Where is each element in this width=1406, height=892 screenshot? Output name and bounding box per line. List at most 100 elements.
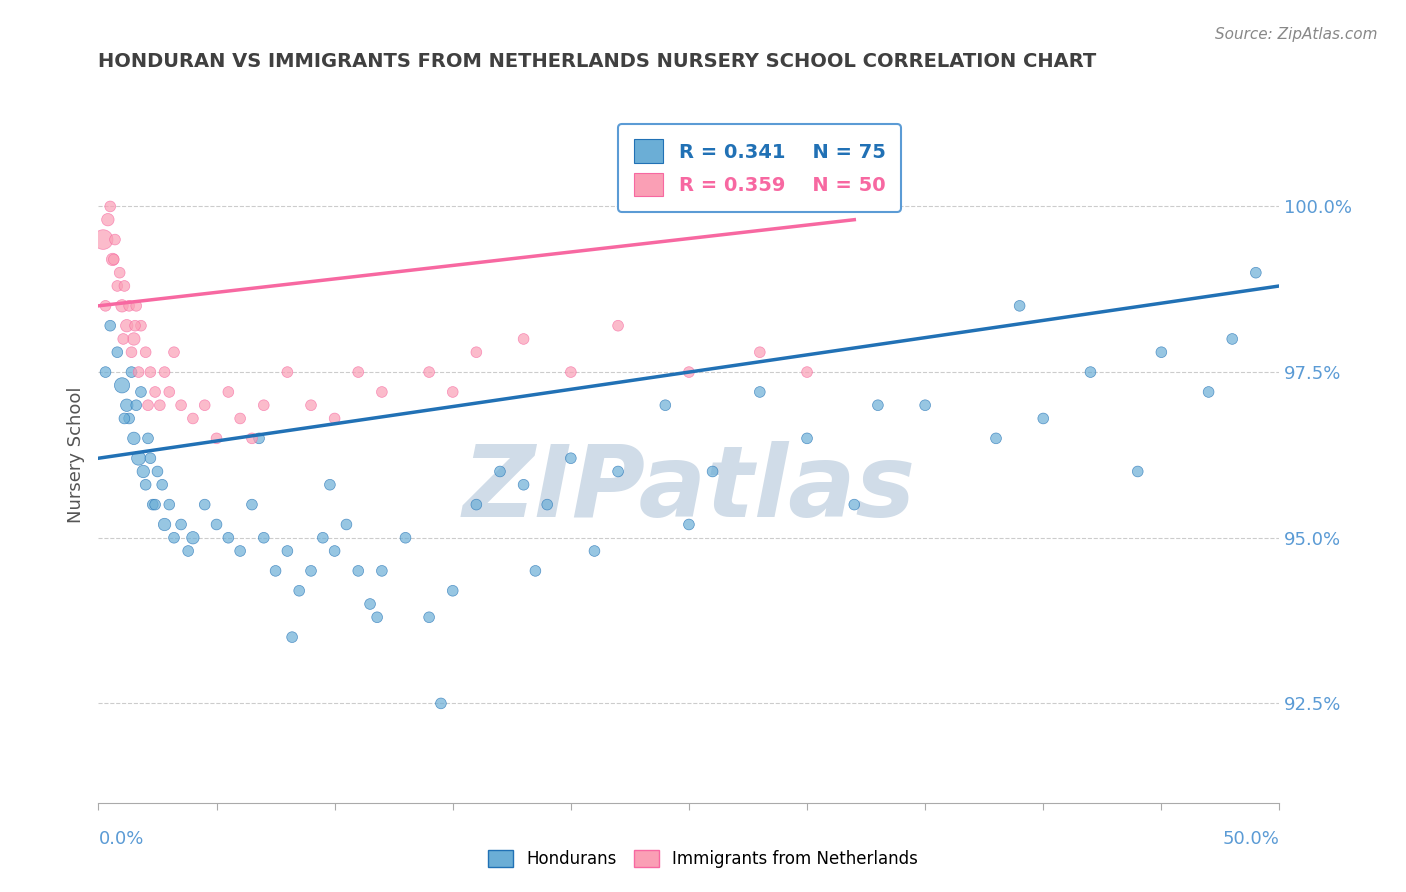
Point — [489, 465, 512, 479]
Point — [678, 517, 700, 532]
Point — [153, 365, 176, 379]
Point — [94, 299, 117, 313]
Point — [702, 465, 724, 479]
Point — [748, 345, 770, 359]
Point — [1008, 299, 1031, 313]
Point — [465, 345, 488, 359]
Point — [129, 318, 152, 333]
Point — [366, 610, 388, 624]
Point — [1220, 332, 1243, 346]
Point — [299, 398, 322, 412]
Point — [143, 498, 166, 512]
Point — [105, 345, 128, 359]
Point — [430, 697, 453, 711]
Point — [125, 398, 148, 412]
Point — [103, 252, 125, 267]
Point — [97, 212, 120, 227]
Point — [181, 531, 204, 545]
Point — [112, 279, 135, 293]
Legend: Hondurans, Immigrants from Netherlands: Hondurans, Immigrants from Netherlands — [481, 843, 925, 875]
Point — [347, 564, 370, 578]
Point — [984, 431, 1007, 445]
Point — [124, 318, 146, 333]
Point — [524, 564, 547, 578]
Point — [136, 398, 159, 412]
Point — [157, 498, 180, 512]
Point — [441, 384, 464, 399]
Text: HONDURAN VS IMMIGRANTS FROM NETHERLANDS NURSERY SCHOOL CORRELATION CHART: HONDURAN VS IMMIGRANTS FROM NETHERLANDS … — [98, 53, 1097, 71]
Point — [240, 498, 263, 512]
Point — [112, 411, 135, 425]
Point — [111, 378, 134, 392]
Point — [217, 384, 239, 399]
Point — [371, 564, 394, 578]
Point — [205, 517, 228, 532]
Point — [101, 252, 124, 267]
Point — [583, 544, 606, 558]
Point — [194, 498, 217, 512]
Point — [1198, 384, 1220, 399]
Point — [394, 531, 416, 545]
Point — [125, 299, 148, 313]
Point — [128, 365, 150, 379]
Point — [181, 411, 204, 425]
Point — [150, 477, 173, 491]
Point — [465, 498, 488, 512]
Point — [177, 544, 200, 558]
Point — [91, 233, 114, 247]
Point — [94, 365, 117, 379]
Point — [560, 365, 582, 379]
Point — [121, 345, 143, 359]
Point — [157, 384, 180, 399]
Point — [163, 531, 186, 545]
Point — [359, 597, 381, 611]
Point — [276, 544, 298, 558]
Point — [247, 431, 270, 445]
Point — [143, 384, 166, 399]
Point — [796, 431, 818, 445]
Point — [1126, 465, 1149, 479]
Point — [253, 531, 276, 545]
Point — [654, 398, 676, 412]
Point — [132, 465, 155, 479]
Point — [796, 365, 818, 379]
Point — [128, 451, 150, 466]
Point — [914, 398, 936, 412]
Point — [136, 431, 159, 445]
Point — [560, 451, 582, 466]
Text: 50.0%: 50.0% — [1223, 830, 1279, 847]
Point — [98, 199, 121, 213]
Point — [115, 398, 138, 412]
Point — [264, 564, 287, 578]
Point — [229, 544, 252, 558]
Point — [118, 299, 141, 313]
Point — [122, 332, 145, 346]
Point — [135, 345, 157, 359]
Point — [866, 398, 889, 412]
Point — [748, 384, 770, 399]
Point — [1150, 345, 1173, 359]
Point — [105, 279, 128, 293]
Point — [323, 544, 346, 558]
Text: Source: ZipAtlas.com: Source: ZipAtlas.com — [1215, 27, 1378, 42]
Point — [139, 365, 162, 379]
Point — [1032, 411, 1054, 425]
Point — [115, 318, 138, 333]
Point — [418, 365, 440, 379]
Legend: R = 0.341    N = 75, R = 0.359    N = 50: R = 0.341 N = 75, R = 0.359 N = 50 — [619, 124, 901, 212]
Point — [312, 531, 335, 545]
Point — [607, 318, 630, 333]
Point — [418, 610, 440, 624]
Point — [135, 477, 157, 491]
Point — [104, 233, 127, 247]
Point — [149, 398, 172, 412]
Y-axis label: Nursery School: Nursery School — [66, 386, 84, 524]
Point — [122, 431, 145, 445]
Point — [288, 583, 311, 598]
Point — [108, 266, 131, 280]
Point — [512, 332, 534, 346]
Point — [170, 398, 193, 412]
Point — [323, 411, 346, 425]
Point — [163, 345, 186, 359]
Point — [441, 583, 464, 598]
